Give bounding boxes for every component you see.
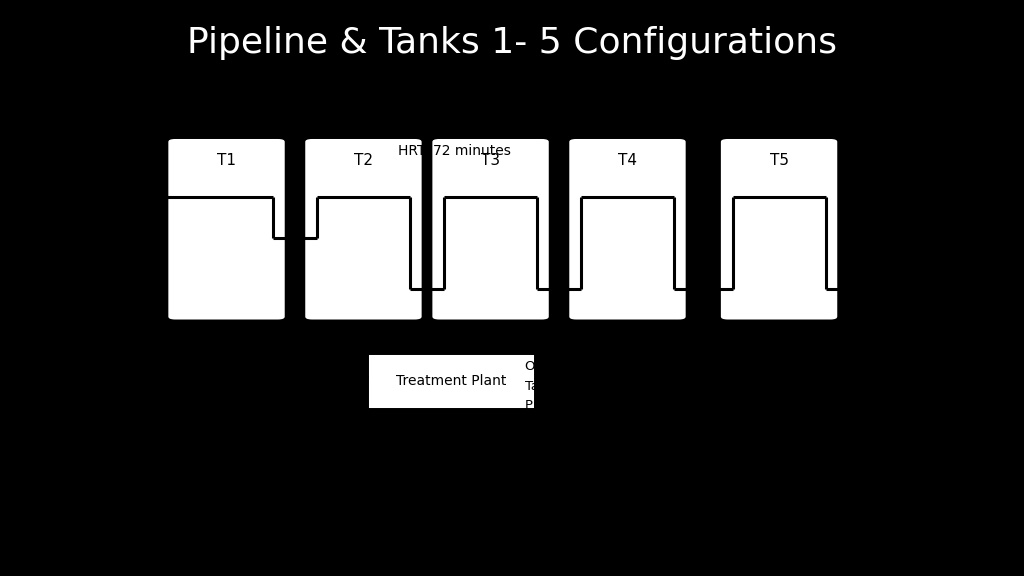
Text: 615 gpm: 615 gpm: [143, 352, 203, 365]
FancyBboxPatch shape: [568, 138, 687, 320]
FancyBboxPatch shape: [431, 138, 550, 320]
Text: T2: T2: [354, 153, 373, 168]
Text: Pipe volume to Tank 1: 1,350 gal
Pipe volume from Tank 4 - Tank 5: 470 gal
Opera: Pipe volume to Tank 1: 1,350 gal Pipe vo…: [524, 321, 879, 432]
Text: Treatment Plant: Treatment Plant: [396, 374, 507, 388]
Text: Pipeline & Tanks 1- 5 Configurations: Pipeline & Tanks 1- 5 Configurations: [187, 26, 837, 60]
Text: T3: T3: [481, 153, 500, 168]
Text: T4: T4: [617, 153, 637, 168]
Text: Tracer (F): Tracer (F): [0, 232, 43, 245]
Text: Tracer (F): Tracer (F): [816, 328, 879, 342]
Text: Baffling Factor: 0.54
t10 = 39 minutes
HRT: 72 minutes: Baffling Factor: 0.54 t10 = 39 minutes H…: [397, 100, 538, 158]
Text: T5: T5: [770, 153, 788, 168]
FancyBboxPatch shape: [167, 138, 286, 320]
Bar: [369, 354, 535, 409]
FancyBboxPatch shape: [304, 138, 423, 320]
FancyBboxPatch shape: [720, 138, 839, 320]
Text: 615 gpm: 615 gpm: [887, 283, 946, 295]
Text: Tracer (F): Tracer (F): [234, 418, 297, 431]
Text: T1: T1: [217, 153, 237, 168]
